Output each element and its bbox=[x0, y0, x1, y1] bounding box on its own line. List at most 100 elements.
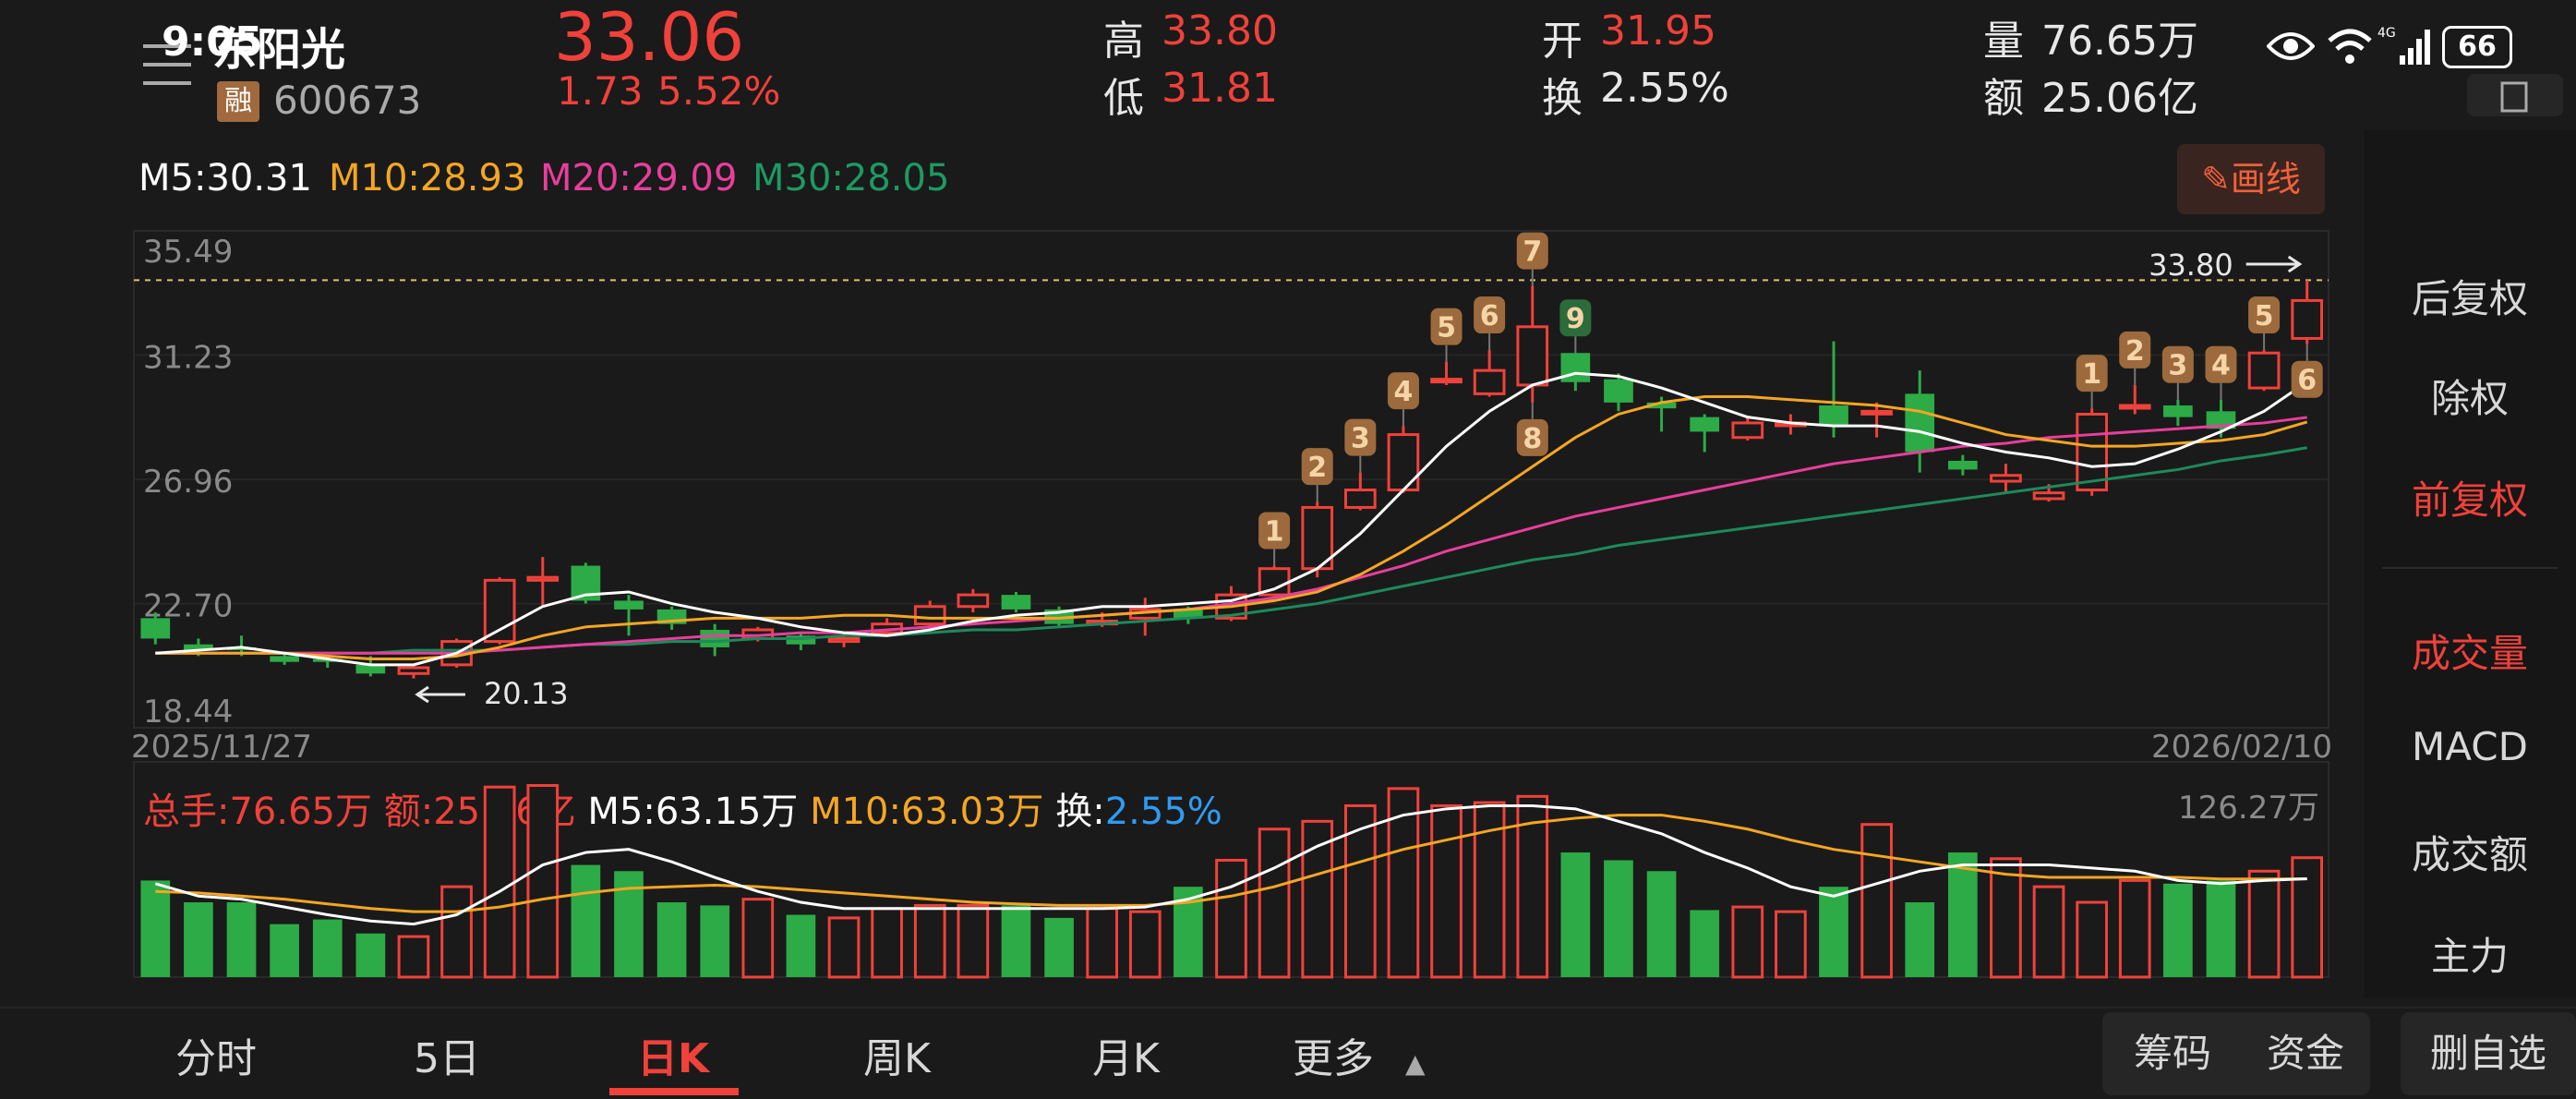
signal-icon: 4G bbox=[2377, 24, 2431, 70]
td-marker-label: 3 bbox=[2168, 350, 2187, 382]
max-arrow-head bbox=[2287, 255, 2303, 273]
candle-body-up bbox=[2076, 412, 2109, 492]
volume-bar-down bbox=[1646, 871, 1677, 977]
td-marker-badge bbox=[2205, 345, 2237, 383]
volume-bar-up bbox=[1516, 794, 1549, 979]
candle-body-down bbox=[1690, 417, 1720, 432]
panel-item-amount[interactable]: 成交额 bbox=[2411, 832, 2528, 877]
caret-up-icon: ▲ bbox=[1405, 1048, 1426, 1079]
volume-bar-down bbox=[184, 902, 213, 977]
volume-max-label: 126.27万 bbox=[2178, 790, 2319, 827]
candle-body-up bbox=[2247, 351, 2281, 390]
td-marker-label: 8 bbox=[1523, 423, 1542, 455]
active-tab-indicator bbox=[609, 1088, 739, 1095]
panel-item-ex-rights[interactable]: 除权 bbox=[2430, 376, 2509, 421]
candle-body-up bbox=[1430, 378, 1463, 384]
candle-body-down bbox=[355, 664, 386, 674]
candle-body-down bbox=[1905, 393, 1935, 453]
tab-5day[interactable]: 5日 bbox=[414, 1035, 480, 1082]
td-marker-badge bbox=[1516, 418, 1548, 456]
battery-icon: 66 bbox=[2442, 26, 2512, 68]
candle-body-down bbox=[1560, 353, 1591, 382]
low-value: 31.81 bbox=[1162, 65, 1278, 112]
panel-item-macd[interactable]: MACD bbox=[2412, 724, 2528, 769]
candle-body-up bbox=[1473, 368, 1506, 395]
candle-body-up bbox=[2118, 404, 2151, 410]
tab-daily-k[interactable]: 日K bbox=[637, 1035, 710, 1082]
ma30-value: M30:28.05 bbox=[752, 157, 950, 199]
right-panel: 后复权 除权 前复权 成交量 MACD 成交额 主力 bbox=[2364, 129, 2576, 997]
td-marker-badge bbox=[1559, 299, 1592, 337]
min-arrow-head bbox=[415, 685, 429, 704]
tab-weekly-k[interactable]: 周K bbox=[863, 1035, 931, 1082]
battery-level: 66 bbox=[2458, 30, 2497, 63]
volume-bar-up bbox=[1343, 803, 1377, 979]
candle-body-up bbox=[2291, 298, 2324, 340]
volume-legend-item: M5:63.15万 bbox=[576, 791, 799, 833]
ma20-value: M20:29.09 bbox=[540, 157, 738, 199]
volume-bar-up bbox=[1128, 910, 1162, 979]
y-tick-label: 35.49 bbox=[143, 234, 233, 271]
turnover-value: 2.55% bbox=[1600, 65, 1729, 112]
current-price: 33.06 bbox=[554, 0, 745, 76]
volume-bar-down bbox=[1604, 860, 1633, 977]
candle-body-up bbox=[2032, 491, 2065, 501]
price-change: 1.73 bbox=[557, 68, 644, 114]
tab-more[interactable]: 更多 ▲ bbox=[1293, 1025, 1426, 1084]
panel-item-volume[interactable]: 成交量 bbox=[2411, 631, 2528, 676]
volume-bar-up bbox=[741, 898, 775, 979]
candle-body-down bbox=[1174, 609, 1203, 619]
landscape-toggle-button[interactable] bbox=[2467, 74, 2563, 116]
ma10-value: M10:28.93 bbox=[329, 157, 526, 199]
td-marker-badge bbox=[1516, 232, 1548, 270]
volume-bar-up bbox=[1086, 907, 1119, 979]
td-marker-label: 9 bbox=[1566, 303, 1585, 335]
panel-divider bbox=[2382, 567, 2558, 569]
candle-body-down bbox=[700, 629, 730, 647]
volume-bar-down bbox=[140, 880, 171, 977]
panel-item-main-force[interactable]: 主力 bbox=[2430, 934, 2509, 979]
volume-bar-up bbox=[1387, 787, 1420, 979]
candle-body-up bbox=[827, 636, 861, 644]
chip-distribution-button[interactable]: 筹码 资金 bbox=[2102, 1012, 2370, 1095]
candle-body-up bbox=[483, 578, 516, 644]
panel-item-forward-adjust[interactable]: 前复权 bbox=[2411, 477, 2528, 523]
volume-bar-up bbox=[483, 785, 516, 979]
volume-bar-up bbox=[2291, 856, 2324, 979]
ma10-line bbox=[155, 395, 2308, 661]
candle-body-down bbox=[1947, 460, 1978, 470]
turnover-label: 换 bbox=[1542, 75, 1583, 122]
status-time: 9:05 bbox=[162, 18, 263, 66]
volume-bar-up bbox=[2032, 885, 2065, 979]
y-tick-label: 26.96 bbox=[143, 464, 233, 501]
tab-monthly-k[interactable]: 月K bbox=[1092, 1035, 1160, 1082]
panel-item-back-adjust[interactable]: 后复权 bbox=[2411, 276, 2528, 321]
volume-bar-up bbox=[1301, 819, 1334, 979]
ma5-line bbox=[155, 371, 2308, 667]
td-marker-badge bbox=[2248, 296, 2281, 334]
td-marker-badge bbox=[1430, 308, 1463, 345]
candle-body-down bbox=[1646, 402, 1677, 409]
menu-icon[interactable] bbox=[143, 44, 191, 85]
tab-more-label: 更多 bbox=[1293, 1035, 1374, 1082]
volume-bar-up bbox=[2118, 878, 2151, 979]
candle-body-down bbox=[614, 600, 644, 610]
volume-legend-item: 换: bbox=[1044, 791, 1105, 833]
candle-body-up bbox=[957, 593, 990, 609]
td-marker-label: 3 bbox=[1351, 423, 1370, 455]
end-date-label: 2026/02/10 bbox=[2151, 729, 2332, 766]
td-marker-label: 7 bbox=[1523, 236, 1542, 269]
eye-icon bbox=[2266, 28, 2316, 68]
price-change-pct: 5.52% bbox=[657, 68, 781, 114]
volume-bar-down bbox=[1044, 917, 1074, 977]
td-marker-label: 4 bbox=[1393, 376, 1413, 408]
candle-body-up bbox=[397, 666, 430, 675]
draw-line-button[interactable]: ✎画线 bbox=[2177, 144, 2325, 214]
tab-intraday[interactable]: 分时 bbox=[175, 1035, 257, 1082]
volume-bar-down bbox=[656, 902, 687, 977]
fund-label[interactable]: 资金 bbox=[2267, 1031, 2345, 1076]
td-marker-label: 1 bbox=[2082, 358, 2101, 391]
td-marker-label: 1 bbox=[1265, 516, 1284, 549]
remove-watchlist-button[interactable]: 删自选 bbox=[2401, 1012, 2576, 1095]
